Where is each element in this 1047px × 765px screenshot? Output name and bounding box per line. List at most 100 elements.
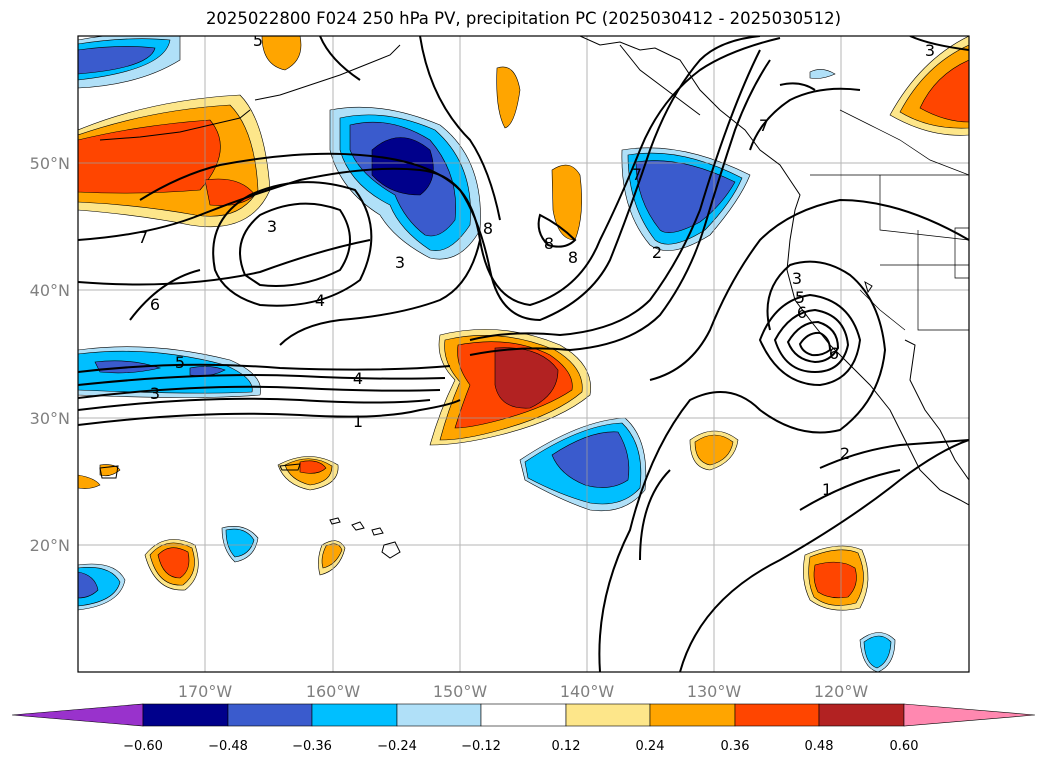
negative-anomaly	[78, 46, 156, 75]
contour-label: 3	[792, 269, 802, 288]
contour-label: 4	[315, 291, 325, 310]
colorbar-tick-label: −0.24	[377, 739, 417, 754]
coastline	[254, 44, 401, 101]
colorbar-extend-max	[903, 703, 1036, 727]
coastline	[579, 36, 969, 506]
graticule	[78, 36, 969, 672]
pv-contour	[679, 439, 969, 672]
colorbar-swatch	[480, 703, 567, 727]
contour-label: 4	[353, 369, 363, 388]
pv-contour	[212, 181, 373, 307]
contour-label: 8	[544, 234, 554, 253]
pv-contour	[749, 87, 861, 151]
positive-anomaly	[299, 460, 327, 474]
colorbar-swatch	[311, 703, 398, 727]
lat-tick-label: 50°N	[30, 154, 70, 173]
colorbar-tick-label: 0.60	[890, 739, 919, 754]
lon-tick-label: 120°W	[814, 682, 869, 701]
colorbar-swatch	[734, 703, 820, 727]
coastlines	[99, 36, 969, 559]
colorbar-tick-label: −0.36	[292, 739, 332, 754]
colorbar	[11, 703, 1036, 727]
colorbar-tick-label: 0.12	[552, 739, 581, 754]
colorbar-tick-label: 0.36	[721, 739, 750, 754]
state-border	[859, 289, 906, 331]
colorbar-tick-label: −0.12	[461, 739, 501, 754]
coastline	[99, 109, 251, 141]
pv-contour	[239, 202, 351, 287]
pv-contour	[319, 36, 361, 81]
island	[99, 465, 119, 479]
contour-label: 7	[632, 165, 642, 184]
state-border	[879, 175, 969, 241]
positive-anomaly	[261, 36, 302, 71]
negative-anomaly	[78, 571, 99, 599]
lat-axis: 50°N 40°N 30°N 20°N	[30, 154, 70, 555]
coastline	[619, 44, 701, 116]
negative-anomaly	[371, 137, 434, 196]
state-border	[839, 109, 969, 176]
state-border	[917, 230, 969, 331]
colorbar-tick-label: 0.24	[636, 739, 665, 754]
contour-label: 3	[395, 253, 405, 272]
pv-contour	[78, 374, 446, 386]
pv-contour	[798, 331, 832, 357]
map-area: 1 2 3 4 5 6 7 8 1 2 3 4 5 6 7 8 3 3 3 5 …	[78, 31, 969, 672]
pv-contour	[139, 36, 761, 322]
lon-axis: 170°W 160°W 150°W 140°W 130°W 120°W	[178, 682, 869, 701]
positive-anomaly	[78, 119, 221, 194]
positive-anomaly	[494, 347, 559, 409]
lat-tick-label: 20°N	[30, 536, 70, 555]
pv-contour	[78, 397, 431, 411]
positive-anomaly	[551, 164, 582, 241]
pv-contour	[786, 320, 840, 364]
pv-contour	[537, 213, 577, 248]
contour-label: 6	[829, 344, 839, 363]
contour-label: 5	[795, 288, 805, 307]
pv-contour	[598, 260, 887, 672]
lon-tick-label: 130°W	[687, 682, 742, 701]
lat-tick-label: 30°N	[30, 409, 70, 428]
map-frame	[77, 35, 970, 673]
contour-label: 3	[925, 41, 935, 60]
island	[329, 517, 341, 525]
positive-anomaly	[919, 59, 969, 123]
contour-label: 5	[253, 31, 263, 50]
contour-label: 3	[150, 384, 160, 403]
colorbar-tick-label: 0.48	[805, 739, 834, 754]
island	[381, 541, 401, 559]
pv-contour	[799, 469, 901, 511]
pv-contour	[909, 36, 969, 51]
negative-anomaly	[225, 528, 255, 558]
lat-tick-label: 40°N	[30, 281, 70, 300]
colorbar-swatch	[142, 703, 229, 727]
pv-contour	[758, 293, 862, 387]
contour-label: 2	[840, 444, 850, 463]
colorbar-extend-min	[11, 703, 144, 727]
contour-label: 7	[138, 228, 148, 247]
colorbar-swatch	[649, 703, 736, 727]
pv-contour	[469, 49, 761, 341]
pv-contour	[78, 239, 371, 286]
pv-contour	[78, 399, 461, 426]
lon-tick-label: 140°W	[560, 682, 615, 701]
colorbar-swatch	[227, 703, 313, 727]
contour-label: 1	[353, 412, 363, 431]
colorbar-swatch	[565, 703, 651, 727]
positive-anomaly	[813, 561, 857, 599]
plot-title: 2025022800 F024 250 hPa PV, precipitatio…	[205, 9, 842, 28]
island	[371, 527, 384, 536]
colorbar-swatch	[396, 703, 482, 727]
pv-contour	[129, 269, 201, 321]
island	[351, 521, 365, 531]
positive-anomaly	[496, 66, 521, 129]
contour-label: 8	[483, 219, 493, 238]
lon-tick-label: 160°W	[306, 682, 361, 701]
negative-anomaly	[551, 431, 630, 488]
lon-tick-label: 170°W	[178, 682, 233, 701]
colorbar-ticks: −0.60 −0.48 −0.36 −0.24 −0.12 0.12 0.24 …	[123, 739, 918, 754]
island	[279, 463, 301, 471]
precip-shading	[78, 36, 969, 672]
pv-contour	[649, 198, 969, 381]
